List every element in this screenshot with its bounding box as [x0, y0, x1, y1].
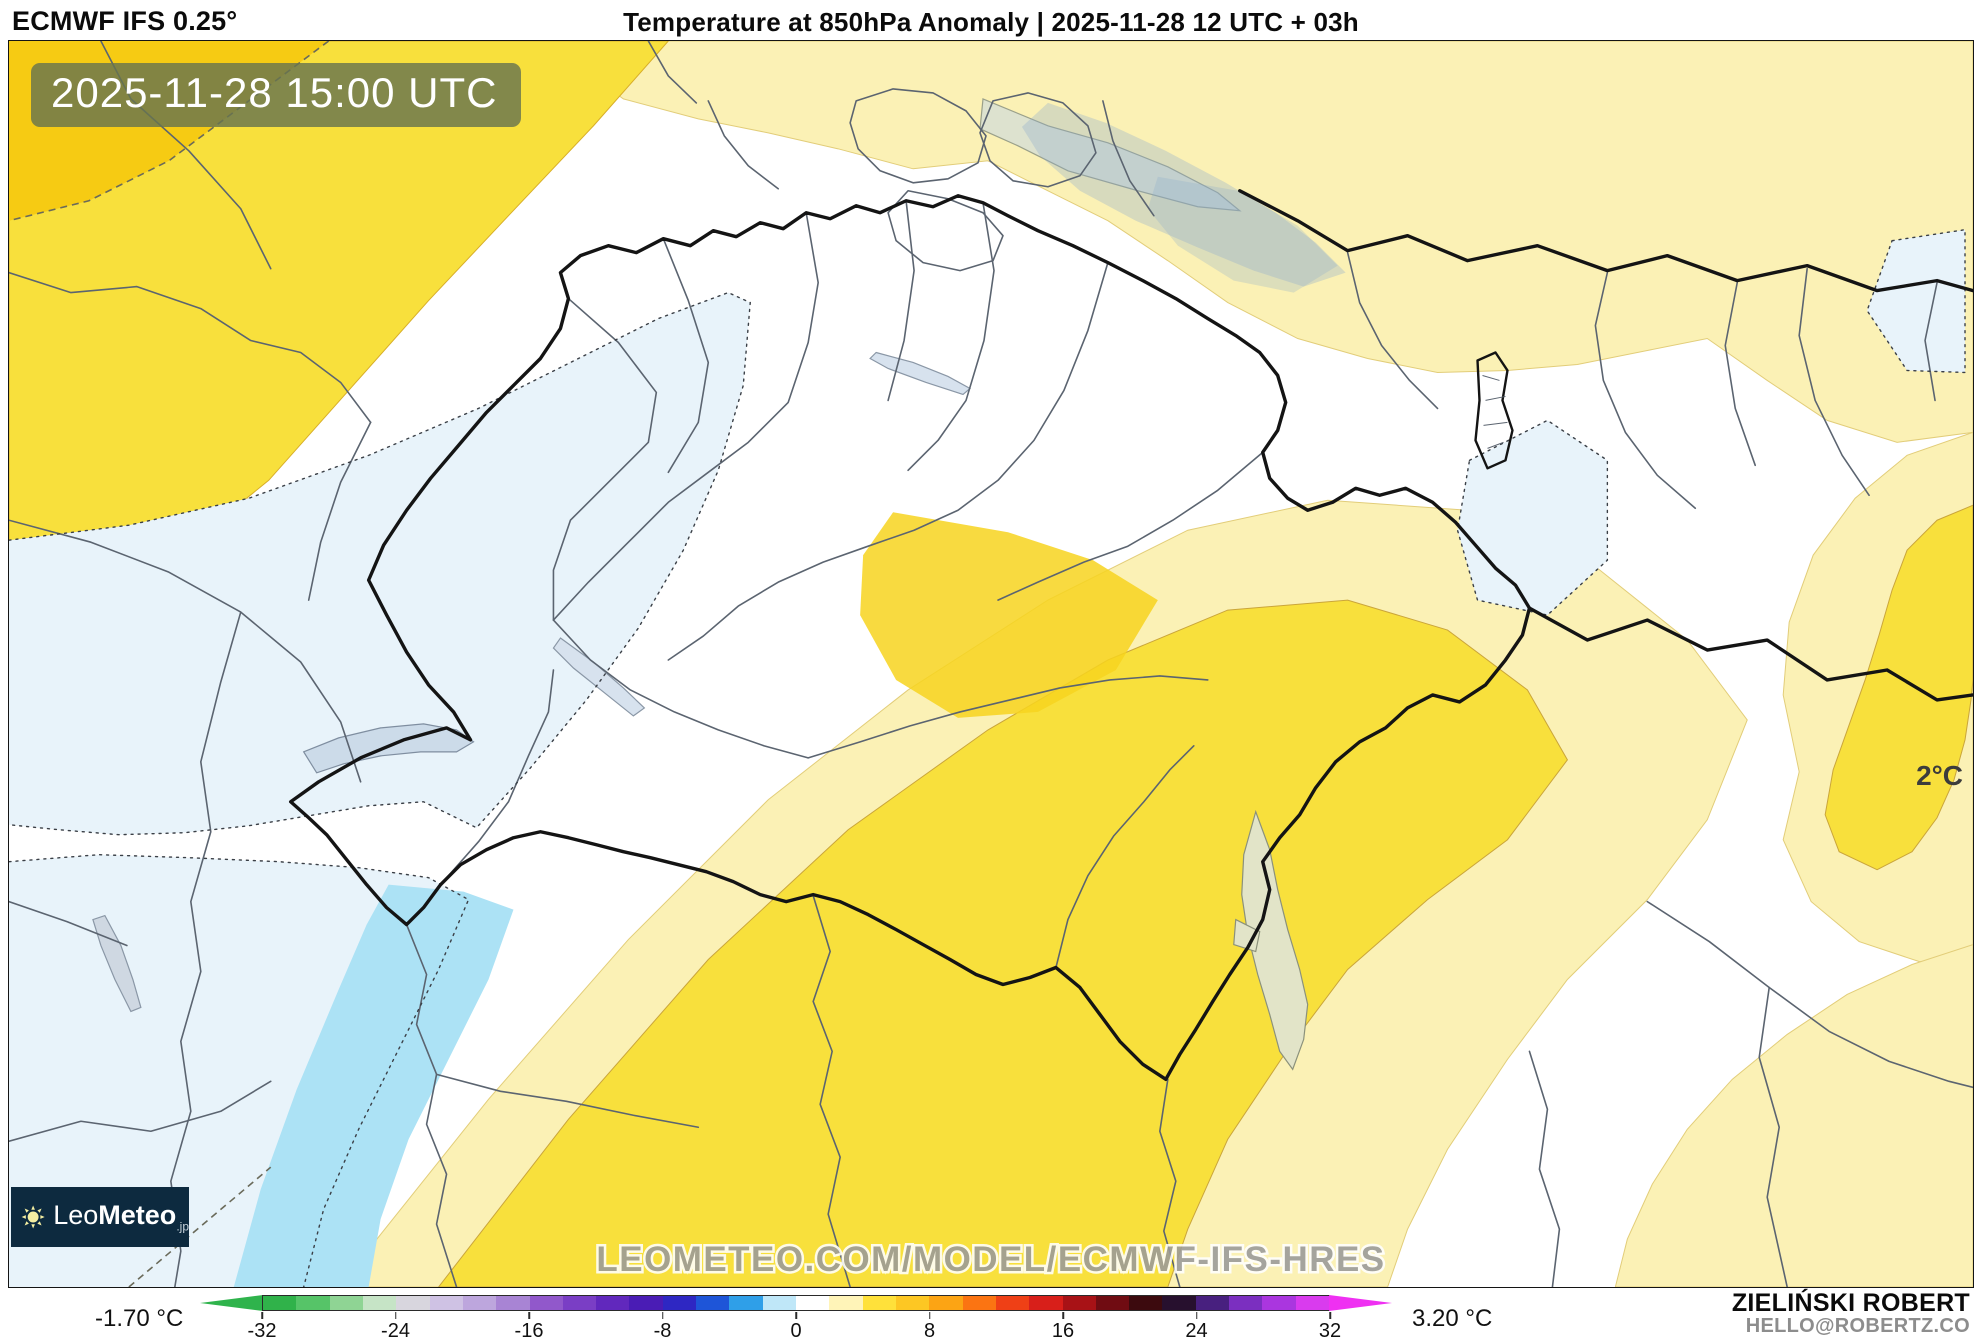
colorbar-segment — [929, 1296, 963, 1310]
colorbar-tick-label: 24 — [1185, 1320, 1208, 1338]
lake-maggiore — [1241, 809, 1309, 1071]
colorbar-segment — [1229, 1296, 1263, 1310]
lake-constance — [979, 98, 1242, 212]
colorbar-tick-mark — [394, 1312, 397, 1319]
colorbar-tick-mark — [795, 1312, 797, 1319]
colorbar-right-arrow — [1329, 1295, 1392, 1311]
logo-text-suffix: .jp — [176, 1219, 189, 1234]
author-contact: HELLO@ROBERTZ.CO — [1745, 1315, 1970, 1338]
colorbar-tick-label: -16 — [514, 1320, 544, 1338]
colorbar-segment — [429, 1296, 463, 1310]
colorbar-segment — [462, 1296, 497, 1310]
page-title: Temperature at 850hPa Anomaly | 2025-11-… — [623, 7, 1359, 37]
colorbar-tick-label: 16 — [1051, 1320, 1075, 1338]
lake-annecy — [92, 914, 142, 1013]
regional-borders — [9, 41, 1973, 1287]
lake-lugano — [1233, 918, 1261, 953]
logo-text-meteo: Meteo — [98, 1200, 177, 1231]
colorbar-segment — [729, 1296, 763, 1310]
colorbar-tick-mark — [928, 1312, 931, 1319]
leometeo-logo: LeoMeteo.jp — [11, 1187, 189, 1247]
credits: ZIELIŃSKI ROBERT HELLO@ROBERTZ.CO — [1732, 1290, 1970, 1337]
colorbar-segment — [1295, 1296, 1329, 1310]
colorbar-tick-label: -8 — [653, 1320, 672, 1338]
author-name: ZIELIŃSKI ROBERT — [1731, 1289, 1970, 1317]
colorbar-cells — [262, 1295, 1330, 1311]
anomaly-map: 2°C LEOMETEO.COM/MODEL/ECMWF-IFS-HRES — [9, 41, 1973, 1287]
lakes — [92, 98, 1346, 1071]
colorbar-left-arrow — [200, 1295, 263, 1311]
max-value-label: 3.20 °C — [1412, 1305, 1493, 1332]
colorbar-tick-mark — [661, 1312, 664, 1319]
colorbar-segment — [829, 1296, 863, 1310]
colorbar-segment — [263, 1296, 297, 1310]
colorbar-segment — [995, 1296, 1030, 1310]
lake-zurich — [869, 351, 972, 396]
colorbar-segment — [529, 1296, 563, 1310]
colorbar-segment — [862, 1296, 896, 1310]
colorbar-segment — [762, 1296, 796, 1310]
country-borders — [289, 189, 1973, 1082]
colorbar-tick-mark — [1195, 1312, 1198, 1319]
colorbar-segment — [396, 1296, 430, 1310]
min-value-label: -1.70 °C — [95, 1305, 184, 1332]
colorbar-segment — [329, 1296, 363, 1310]
colorbar-tick-mark — [1062, 1312, 1064, 1319]
colorbar-segment — [662, 1296, 697, 1310]
colorbar-segment — [296, 1296, 330, 1310]
colorbar-segment — [1095, 1296, 1130, 1310]
colorbar-tick-label: -32 — [247, 1320, 277, 1338]
colorbar-segment — [1262, 1296, 1296, 1310]
colorbar-segment — [1195, 1296, 1230, 1310]
colorbar-segment — [1062, 1296, 1096, 1310]
timestamp-badge: 2025-11-28 15:00 UTC — [31, 63, 522, 127]
region-fills — [9, 41, 1973, 1287]
colorbar-segment — [696, 1296, 730, 1310]
colorbar-tick-mark — [261, 1312, 263, 1319]
colorbar-tick-label: -24 — [381, 1320, 410, 1338]
colorbar-segment — [596, 1296, 630, 1310]
logo-text-leo: Leo — [53, 1200, 99, 1231]
colorbar-segment — [629, 1296, 663, 1310]
model-label: ECMWF IFS 0.25° — [12, 6, 238, 36]
contour-dotted-lines — [9, 228, 1966, 1287]
colorbar-segment — [362, 1296, 397, 1310]
colorbar-segment — [562, 1296, 597, 1310]
map-frame: 2°C LEOMETEO.COM/MODEL/ECMWF-IFS-HRES 20… — [8, 40, 1974, 1288]
colorbar-segment — [962, 1296, 996, 1310]
colorbar-tick-mark — [1329, 1312, 1331, 1319]
contour-label-2c: 2°C — [1916, 760, 1963, 791]
colorbar-segment — [496, 1296, 530, 1310]
logo-text: LeoMeteo.jp — [53, 1200, 189, 1233]
colorbar-tick-label: 32 — [1318, 1320, 1342, 1338]
colorbar-segment — [796, 1296, 830, 1310]
watermark: LEOMETEO.COM/MODEL/ECMWF-IFS-HRES — [596, 1240, 1385, 1279]
footer: -1.70 °C -32 -24 -16 -8 0 8 16 24 32 3.20 °C ZIE… — [0, 1290, 1982, 1338]
liechtenstein-detail — [1482, 374, 1508, 449]
colorbar-tick-label: 0 — [790, 1320, 802, 1338]
colorbar-segment — [1129, 1296, 1163, 1310]
colorbar-tick-label: 8 — [923, 1320, 936, 1338]
header: ECMWF IFS 0.25° Temperature at 850hPa An… — [0, 0, 1982, 40]
colorbar-tick-mark — [528, 1312, 530, 1319]
sun-icon — [21, 1205, 45, 1229]
colorbar: -32 -24 -16 -8 0 8 16 24 32 — [200, 1295, 1392, 1338]
colorbar-segment — [895, 1296, 930, 1310]
colorbar-segment — [1162, 1296, 1196, 1310]
colorbar-segment — [1029, 1296, 1063, 1310]
